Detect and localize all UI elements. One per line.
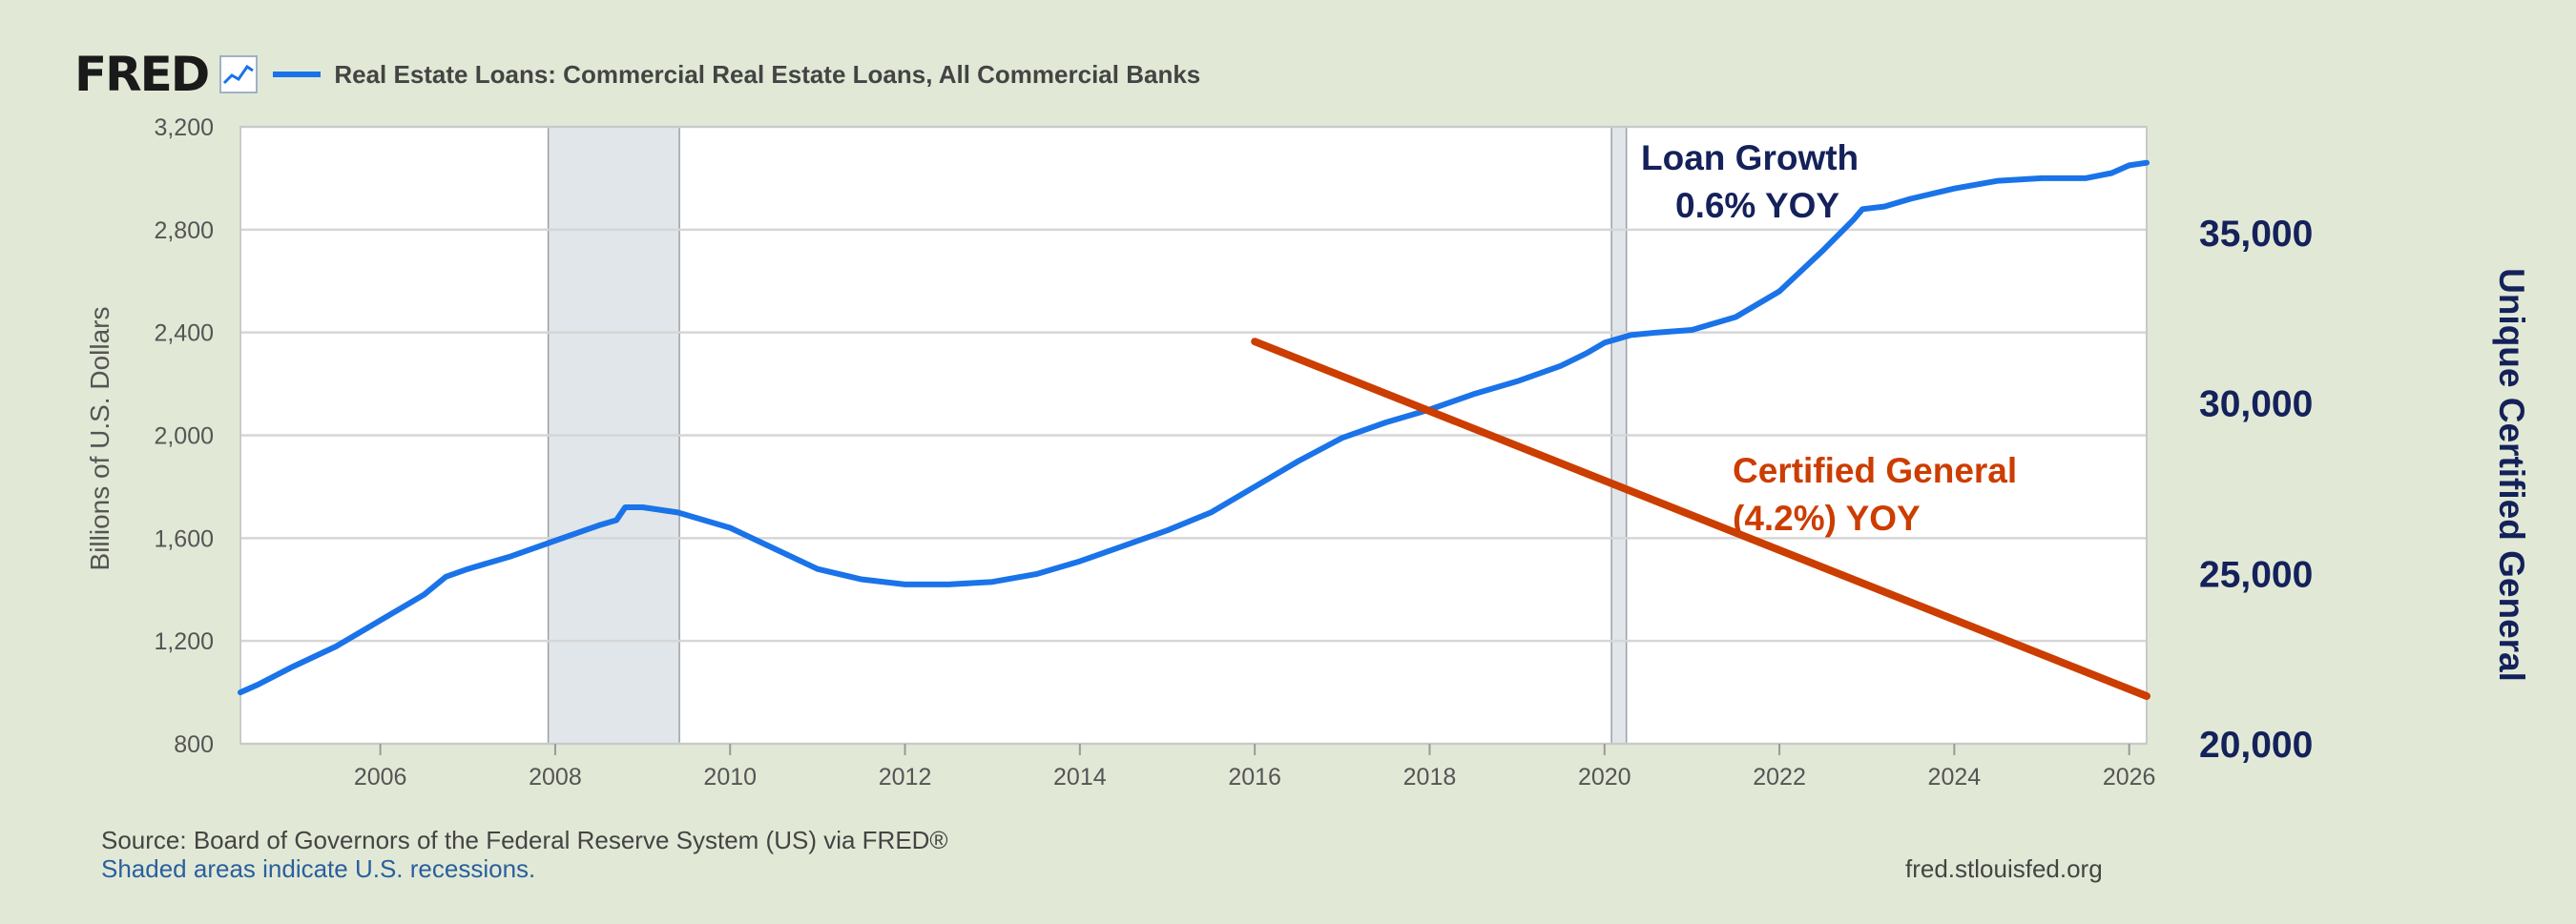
x-tick-label: 2010	[703, 764, 757, 791]
x-tick-label: 2006	[354, 764, 407, 791]
annotations: Loan Growth 0.6% YOY Certified General (…	[1641, 138, 2017, 538]
x-tick-label: 2026	[2103, 764, 2156, 791]
y-tick-label: 800	[174, 731, 214, 758]
plot-frame	[239, 126, 2148, 745]
left-axis-label: Billions of U.S. Dollars	[85, 307, 114, 571]
y-tick-label: 2,000	[154, 423, 214, 450]
right-y-tick-label: 30,000	[2199, 384, 2313, 425]
x-tick-label: 2024	[1928, 764, 1982, 791]
loan-growth-value: 0.6% YOY	[1675, 186, 1839, 225]
source-note: Source: Board of Governors of the Federa…	[101, 826, 948, 854]
recession-note[interactable]: Shaded areas indicate U.S. recessions.	[101, 854, 536, 883]
header-row: FRED Real Estate Loans: Commercial Real …	[74, 46, 1200, 103]
x-tick-label: 2008	[529, 764, 582, 791]
certified-general-title: Certified General	[1733, 451, 2017, 490]
right-y-tick-label: 25,000	[2199, 554, 2313, 595]
y-tick-label: 1,200	[154, 628, 214, 655]
loan-growth-title: Loan Growth	[1641, 138, 1859, 177]
x-tick-label: 2014	[1053, 764, 1107, 791]
certified-general-line	[1251, 338, 2150, 700]
y-tick-label: 2,400	[154, 320, 214, 347]
y-tick-label: 1,600	[154, 525, 214, 552]
series-lines	[238, 159, 2150, 700]
right-y-tick-label: 35,000	[2199, 214, 2313, 255]
fred-logo[interactable]: FRED	[74, 47, 210, 102]
certified-general-value: (4.2%) YOY	[1733, 499, 1921, 538]
x-tick-label: 2020	[1578, 764, 1631, 791]
line-graph-icon	[219, 55, 259, 93]
x-tick-label: 2022	[1753, 764, 1806, 791]
loan-series-line	[238, 159, 2150, 696]
x-tick-label: 2016	[1228, 764, 1281, 791]
x-tick-label: 2018	[1403, 764, 1457, 791]
legend-label: Real Estate Loans: Commercial Real Estat…	[334, 59, 1201, 89]
right-axis-label: Unique Certified General	[2492, 268, 2531, 682]
x-tick-label: 2012	[879, 764, 932, 791]
legend-swatch	[273, 72, 322, 77]
y-tick-label: 3,200	[154, 114, 214, 141]
right-y-tick-label: 20,000	[2199, 725, 2313, 766]
axes: 800 1,200 1,600 2,000 2,400 2,800 3,200 2006 200…	[154, 114, 2313, 791]
fred-url[interactable]: fred.stlouisfed.org	[1905, 854, 2103, 883]
y-tick-label: 2,800	[154, 217, 214, 244]
